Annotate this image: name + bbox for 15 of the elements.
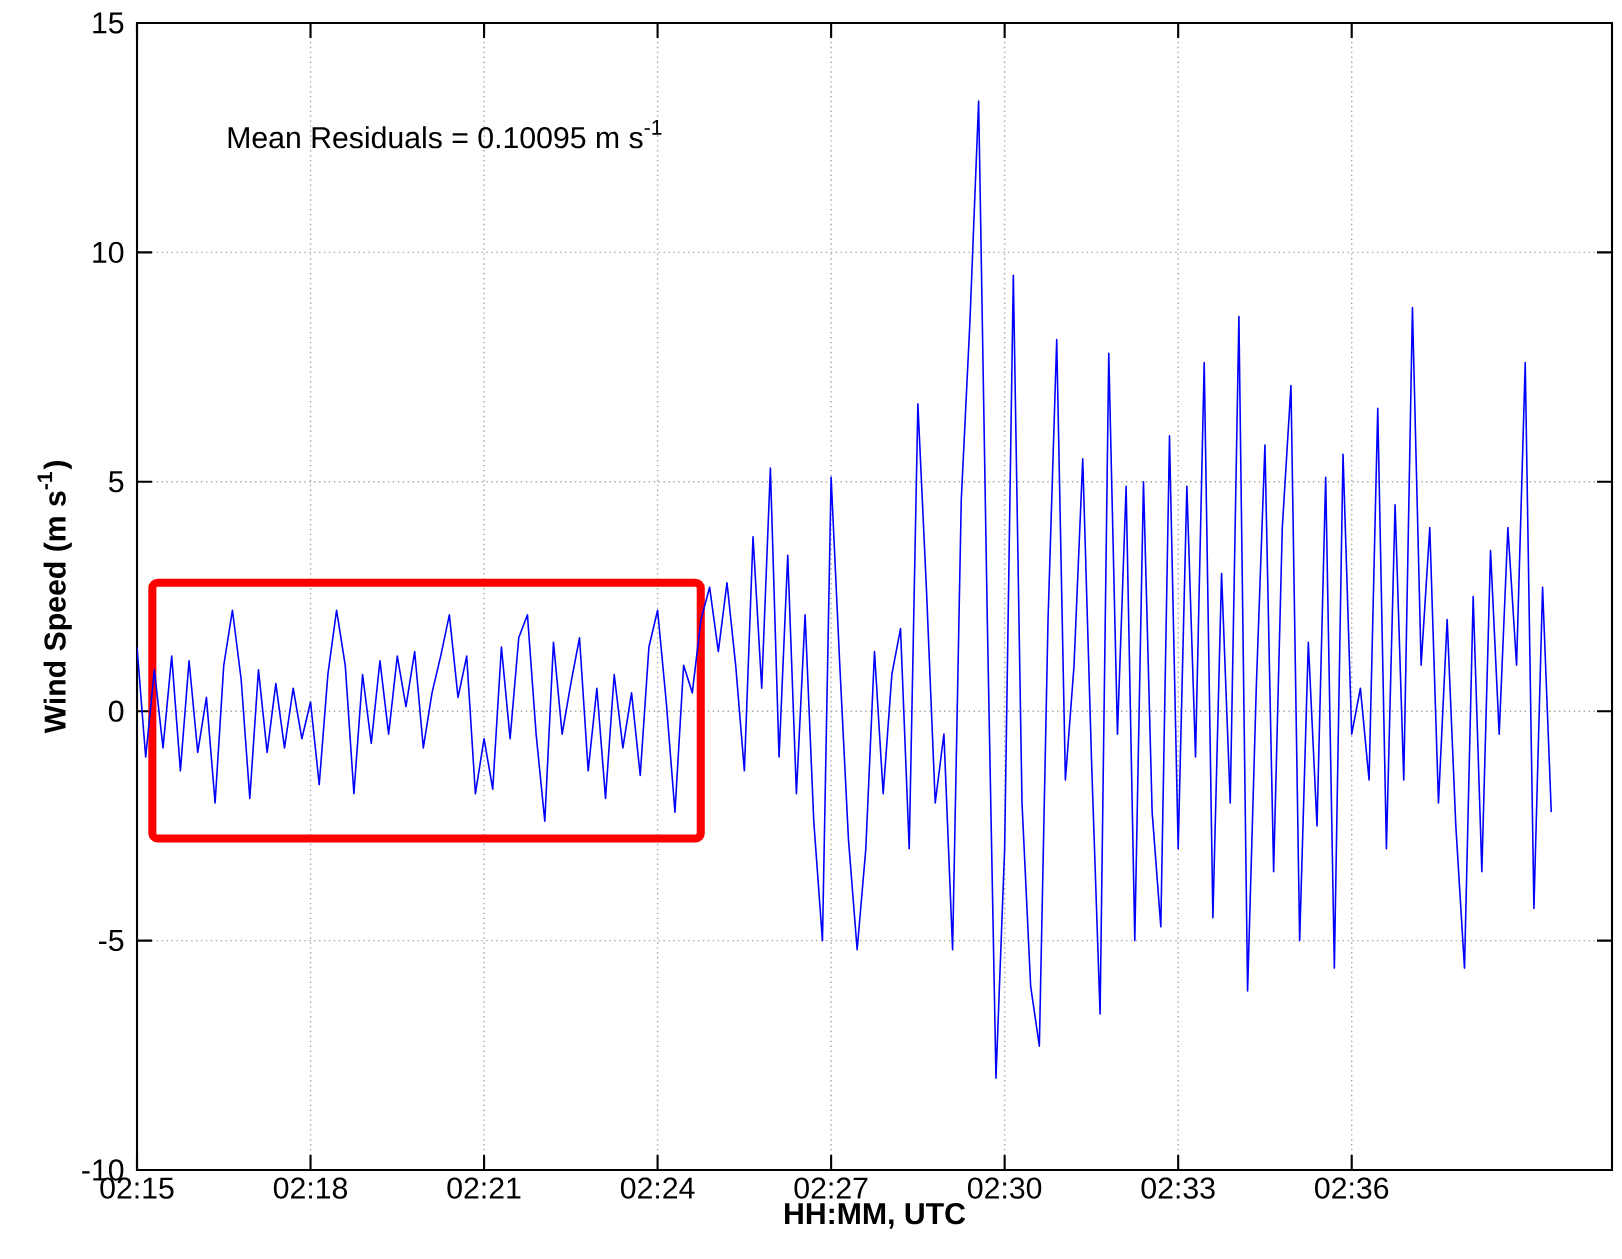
x-tick-label: 02:36 bbox=[1315, 1177, 1389, 1199]
x-tick-label: 02:18 bbox=[273, 1177, 348, 1199]
x-tick-label: 02:21 bbox=[447, 1177, 521, 1199]
annotation: Mean Residuals = 0.10095 m s$^{-1}$ bbox=[228, 120, 662, 149]
x-tick-label: 02:27 bbox=[794, 1177, 868, 1199]
x-tick-label: 02:24 bbox=[620, 1177, 695, 1199]
y-tick-label: -5 bbox=[99, 930, 124, 952]
text: Wind Speed (m s$^{-1}$) bbox=[37, 461, 72, 734]
y-tick-label: 5 bbox=[108, 471, 124, 493]
y-tick-label: 10 bbox=[93, 241, 124, 264]
y-tick-label: 0 bbox=[108, 700, 124, 722]
x-axis-title: HH:MM, UTC bbox=[785, 1202, 966, 1229]
x-tick-label: 02:33 bbox=[1141, 1177, 1215, 1199]
y-tick-label: 15 bbox=[93, 12, 124, 34]
x-tick-label: 02:30 bbox=[967, 1177, 1042, 1199]
